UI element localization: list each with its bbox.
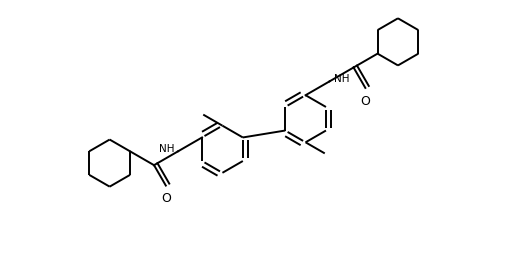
Text: NH: NH	[334, 75, 349, 84]
Text: NH: NH	[158, 144, 174, 154]
Text: O: O	[161, 192, 171, 206]
Text: O: O	[361, 95, 370, 108]
